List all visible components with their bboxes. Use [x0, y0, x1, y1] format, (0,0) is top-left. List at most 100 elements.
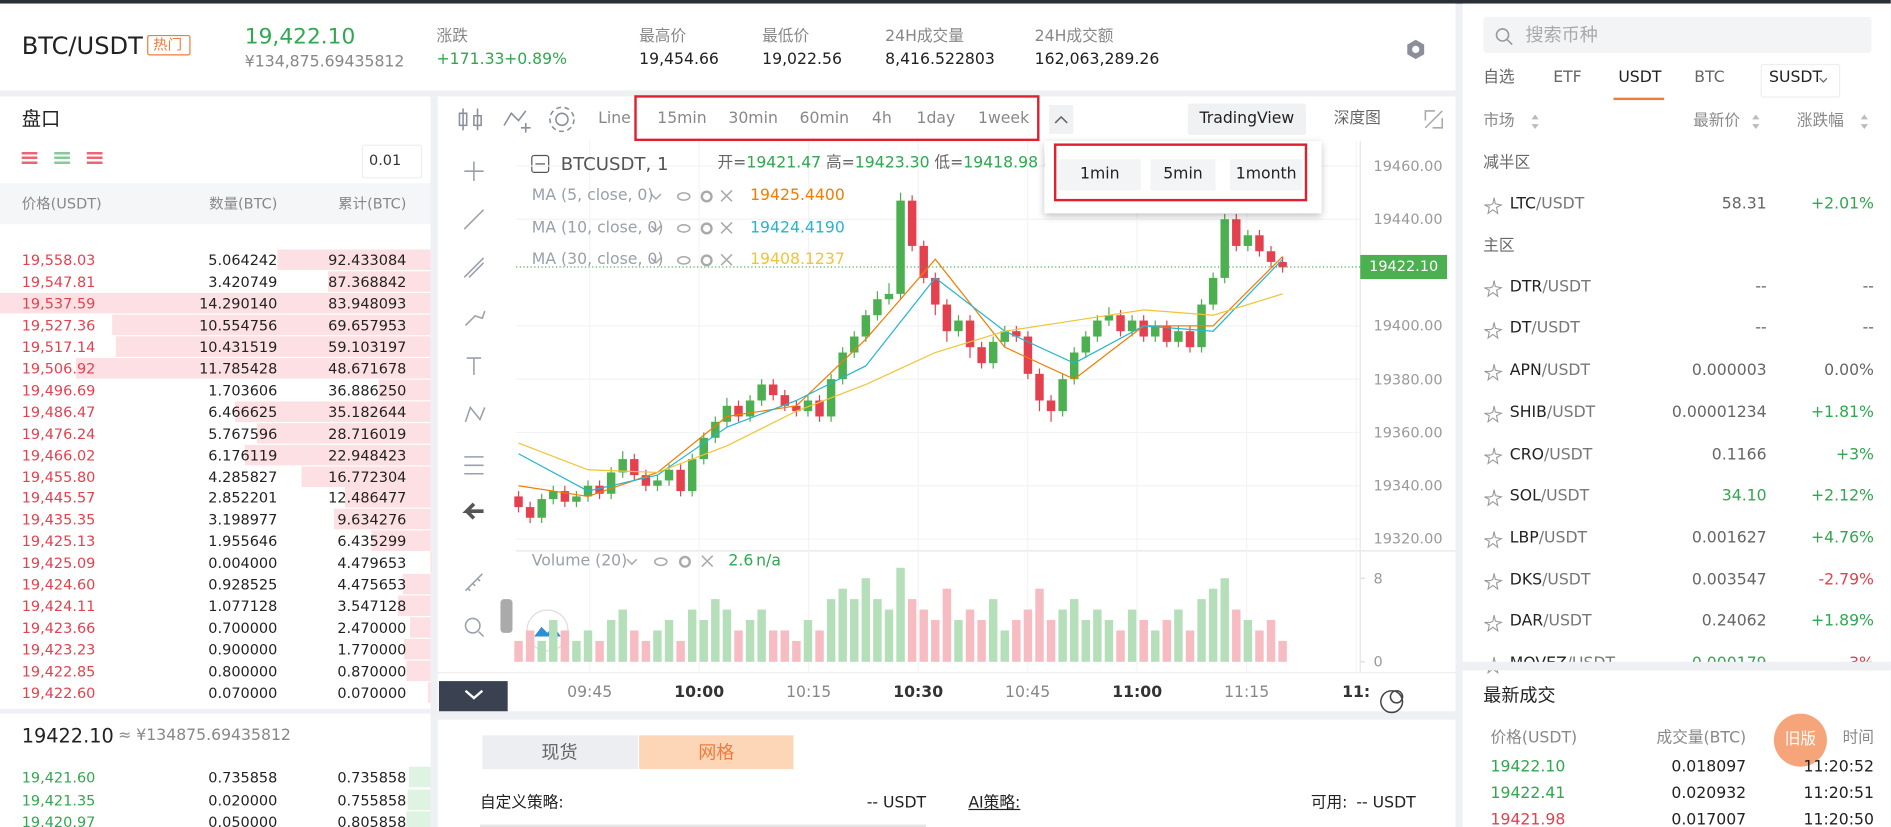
- x-tick-label: 10:30: [893, 683, 944, 702]
- ask-qty: 0.800000: [208, 663, 278, 680]
- volume-bar: [1243, 620, 1253, 662]
- tab[interactable]: 网格: [698, 741, 735, 764]
- popup-interval[interactable]: 5min: [1163, 165, 1203, 184]
- old-version-button[interactable]: [1773, 713, 1827, 767]
- market-tab[interactable]: 自选: [1483, 68, 1515, 87]
- market-pair[interactable]: DTR/USDT: [1510, 276, 1591, 300]
- depth-chart[interactable]: 深度图: [1333, 109, 1381, 128]
- market-price: 0.1166: [1711, 445, 1767, 464]
- market-price: --: [1755, 278, 1767, 297]
- collapse-button[interactable]: [1049, 104, 1074, 134]
- depth-bar: [398, 595, 431, 617]
- tab-spot-bg[interactable]: [482, 735, 638, 770]
- ask-total: 6.435299: [337, 533, 407, 551]
- ask-qty: 14.290140: [199, 295, 278, 313]
- susdt-select[interactable]: [1760, 63, 1841, 98]
- volume-bar: [1104, 620, 1114, 662]
- ask-total: 9.634276: [337, 511, 407, 529]
- interval[interactable]: 60min: [799, 109, 850, 128]
- market-pair[interactable]: SHIB/USDT: [1510, 401, 1595, 425]
- candle-body: [1243, 235, 1253, 246]
- market-pair[interactable]: CRO/USDT: [1510, 443, 1593, 467]
- tab-grid-bg[interactable]: [639, 735, 794, 770]
- badge-frame: [147, 34, 191, 56]
- popup-button[interactable]: [1230, 159, 1303, 191]
- depth-mode-icon[interactable]: [21, 151, 38, 167]
- interval[interactable]: 1day: [916, 109, 956, 128]
- interval[interactable]: 30min: [728, 109, 778, 128]
- candle-body: [711, 421, 720, 438]
- volume-bar: [815, 630, 824, 662]
- market-price: 0.000003: [1691, 361, 1767, 380]
- ask-qty: 0.928525: [208, 576, 278, 594]
- market-pair[interactable]: LTC/USDT: [1510, 193, 1585, 217]
- candle-body: [606, 472, 616, 494]
- volume-bar: [560, 630, 570, 662]
- custom-value: -- USDT: [866, 794, 927, 813]
- market-change: --: [1862, 319, 1874, 339]
- search-placeholder[interactable]: 搜索币种: [1525, 24, 1598, 46]
- depth-bar: [0, 292, 431, 314]
- volume-bar: [653, 630, 662, 662]
- market-pair[interactable]: SOL/USDT: [1510, 485, 1589, 509]
- tab[interactable]: 现货: [541, 741, 578, 764]
- y-tick-label: 19340.00: [1373, 477, 1443, 495]
- stat-value: +0.89%: [504, 50, 568, 69]
- precision[interactable]: 0.01: [369, 151, 402, 169]
- market-tab[interactable]: USDT: [1618, 68, 1662, 87]
- ask-price: 19,423.66: [21, 619, 96, 637]
- volume-bar: [687, 609, 697, 662]
- candle-body: [514, 496, 523, 508]
- line-mode[interactable]: Line: [598, 109, 631, 128]
- depth-bar: [407, 788, 431, 810]
- popup-interval[interactable]: 1min: [1079, 165, 1120, 184]
- volume-bar: [1197, 599, 1206, 662]
- market-tab[interactable]: ETF: [1553, 68, 1582, 87]
- ask-price: 19,527.36: [21, 316, 96, 334]
- ask-price: 19,422.60: [21, 684, 96, 702]
- ohlc-value: 19421.47: [746, 154, 822, 173]
- market-pair[interactable]: APN/USDT: [1510, 359, 1590, 383]
- quote: /USDT: [1543, 612, 1592, 631]
- search-box[interactable]: [1483, 16, 1872, 54]
- column-header: 涨跌幅: [1796, 112, 1844, 131]
- candle-body: [653, 480, 662, 486]
- interval[interactable]: 1week: [977, 109, 1030, 128]
- section-name: 减半区: [1483, 154, 1531, 173]
- market-tab[interactable]: SUSDT: [1769, 68, 1823, 87]
- market-price: 0.00001234: [1671, 403, 1767, 422]
- header-panel: [0, 3, 1456, 91]
- interval[interactable]: 15min: [657, 109, 707, 128]
- volume-bar: [514, 640, 523, 662]
- depth-mode-icon[interactable]: [86, 151, 103, 167]
- ma-name: MA (10, close, 0): [531, 218, 664, 237]
- volume-bar: [1278, 640, 1287, 662]
- trades-title: 最新成交: [1483, 684, 1556, 707]
- volume-na: n/a: [756, 552, 781, 571]
- popup-button[interactable]: [1150, 159, 1216, 191]
- volume-bar: [1035, 588, 1044, 662]
- base: APN: [1509, 361, 1542, 380]
- volume-bar: [861, 578, 871, 662]
- popup-interval[interactable]: 1month: [1235, 165, 1297, 184]
- depth-bar: [406, 660, 431, 682]
- candle-body: [884, 293, 894, 300]
- tradingview-button[interactable]: [1187, 103, 1306, 136]
- volume-bar: [977, 620, 986, 662]
- market-pair[interactable]: DAR/USDT: [1510, 610, 1592, 634]
- precision-select[interactable]: [361, 144, 423, 179]
- market-tab[interactable]: BTC: [1694, 68, 1725, 87]
- popup-button[interactable]: [1058, 159, 1141, 191]
- ask-qty: 1.077128: [208, 598, 278, 616]
- ai-strategy[interactable]: AI策略:: [968, 794, 1021, 813]
- volume-bar: [1023, 609, 1033, 662]
- interval[interactable]: 4h: [871, 109, 892, 128]
- old-version[interactable]: 旧版: [1784, 730, 1817, 749]
- market-pair[interactable]: DKS/USDT: [1510, 569, 1591, 593]
- market-pair[interactable]: LBP/USDT: [1510, 527, 1587, 551]
- depth-mode-icon[interactable]: [54, 151, 70, 167]
- market-pair[interactable]: DT/USDT: [1510, 318, 1580, 342]
- tradingview[interactable]: TradingView: [1199, 109, 1295, 128]
- depth-bar: [75, 357, 431, 379]
- candle-body: [977, 347, 986, 364]
